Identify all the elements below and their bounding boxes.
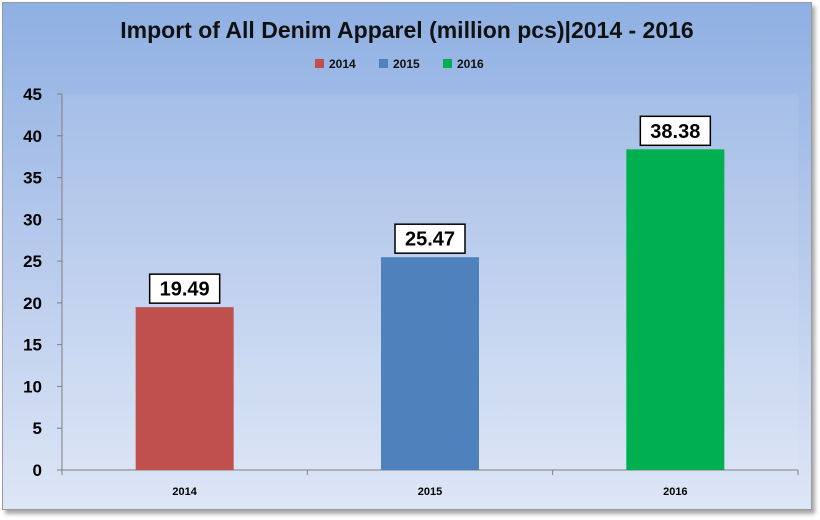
data-label: 38.38 bbox=[650, 121, 700, 143]
legend-swatch bbox=[443, 59, 452, 68]
bar-2015 bbox=[381, 257, 479, 470]
y-tick-label: 40 bbox=[23, 127, 42, 146]
y-tick-label: 0 bbox=[33, 461, 42, 480]
x-tick-label: 2014 bbox=[172, 486, 197, 498]
y-tick-label: 15 bbox=[23, 336, 42, 355]
legend: 2014 2015 2016 bbox=[315, 57, 484, 71]
y-tick-label: 25 bbox=[23, 252, 42, 271]
bars bbox=[135, 149, 725, 470]
y-tick-label: 30 bbox=[23, 210, 42, 229]
legend-label: 2016 bbox=[457, 57, 484, 71]
chart-title: Import of All Denim Apparel (million pcs… bbox=[120, 17, 693, 43]
y-tick-label: 10 bbox=[23, 377, 42, 396]
legend-swatch bbox=[379, 59, 388, 68]
data-labels: 19.49 25.47 38.38 bbox=[148, 115, 712, 304]
data-label: 25.47 bbox=[405, 229, 455, 251]
data-label: 19.49 bbox=[160, 279, 210, 301]
legend-swatch bbox=[315, 59, 324, 68]
bar-2016 bbox=[626, 149, 725, 470]
data-label-box bbox=[148, 273, 221, 304]
y-tick-label: 35 bbox=[23, 169, 42, 188]
x-tick-label: 2016 bbox=[663, 486, 687, 498]
y-tick-label: 5 bbox=[33, 419, 42, 438]
y-axis: 0 5 10 15 20 25 30 35 40 45 bbox=[23, 85, 63, 480]
y-tick-label: 20 bbox=[23, 294, 42, 313]
legend-label: 2015 bbox=[393, 57, 420, 71]
data-label-box bbox=[394, 223, 466, 254]
x-axis: 2014 2015 2016 bbox=[61, 469, 799, 498]
legend-label: 2014 bbox=[329, 57, 356, 71]
y-tick-label: 45 bbox=[23, 85, 42, 104]
data-label-box bbox=[639, 115, 712, 147]
x-tick-label: 2015 bbox=[418, 486, 442, 498]
bar-2014 bbox=[135, 307, 234, 470]
